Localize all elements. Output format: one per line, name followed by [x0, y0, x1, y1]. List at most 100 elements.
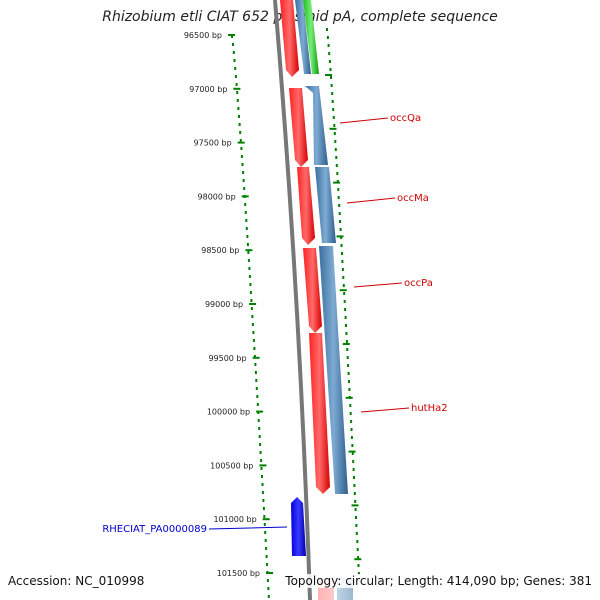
ruler-dot — [263, 523, 266, 526]
tick-label: 100000 bp — [207, 408, 250, 417]
tick-mark — [345, 396, 353, 399]
tick-mark — [259, 464, 267, 467]
tick-label: 96500 bp — [184, 31, 222, 40]
gene-label-leader — [360, 407, 410, 413]
ruler-dot — [331, 100, 334, 103]
ruler-dot — [251, 315, 254, 318]
ruler-dot — [242, 171, 245, 174]
ruler-dot — [239, 139, 242, 142]
gene-feature-forward[interactable] — [297, 167, 315, 245]
ruler-dot — [341, 252, 343, 255]
ruler-dot — [251, 323, 254, 326]
tick-mark — [241, 195, 249, 198]
ruler-dot — [255, 387, 258, 390]
ruler-dot — [252, 339, 255, 342]
ruler-dot — [241, 163, 244, 166]
gene-label-leader — [353, 282, 403, 288]
gene-feature-reverse[interactable] — [295, 0, 311, 74]
ruler-dot — [355, 532, 358, 535]
tick-mark — [249, 303, 257, 305]
ruler-dot — [327, 44, 330, 47]
ruler-dot — [244, 211, 247, 214]
ruler-dot — [332, 116, 335, 119]
ruler-dot — [336, 172, 339, 175]
ruler-dot — [265, 547, 268, 550]
gene-feature-forward[interactable] — [289, 88, 308, 167]
ruler-dot — [330, 84, 333, 87]
ruler-dot — [339, 220, 342, 223]
tick-mark — [339, 289, 347, 292]
ruler-dot — [260, 467, 263, 470]
ruler-dot — [357, 556, 360, 559]
ruler-dot — [254, 363, 257, 366]
ruler-dot — [356, 540, 359, 543]
ruler-dot — [252, 331, 255, 334]
gene-label[interactable]: occPa — [404, 278, 433, 289]
ruler-dot — [240, 147, 243, 150]
gene-label[interactable]: hutHa2 — [411, 403, 448, 414]
ruler-dot — [340, 236, 343, 239]
ruler-dot — [357, 572, 360, 575]
tick-mark — [325, 74, 332, 76]
tick-mark — [342, 343, 350, 345]
ruler-dot — [247, 251, 250, 254]
ruler-dot — [262, 499, 265, 502]
gene-feature-forward[interactable] — [280, 0, 299, 77]
ruler-dot — [262, 507, 265, 510]
ruler-dot — [232, 51, 235, 54]
tick-label: 99000 bp — [205, 300, 243, 309]
gene-feature-reverse[interactable] — [319, 246, 348, 494]
gene-label[interactable]: occQa — [390, 113, 421, 124]
ruler-dot — [267, 587, 270, 590]
ruler-dot — [332, 108, 335, 111]
position-ticks: 96500 bp 97000 bp 97500 bp 98000 bp 98500 bp… — [184, 31, 362, 578]
ruler-dot — [355, 524, 358, 527]
gene-feature-forward[interactable] — [309, 333, 330, 494]
ruler-dot — [341, 260, 344, 263]
ruler-dot — [347, 372, 350, 375]
ruler-dot — [250, 299, 253, 302]
ruler-dot — [344, 308, 347, 311]
ruler-dot — [259, 451, 262, 454]
gene-label[interactable]: occMa — [397, 193, 429, 204]
ruler-dot — [258, 435, 261, 438]
ruler-dot — [245, 219, 248, 222]
ruler-dot — [342, 276, 345, 279]
gene-label-leader — [208, 526, 288, 530]
ruler-dot — [344, 316, 347, 319]
ruler-dot — [261, 491, 264, 494]
ruler-dot — [242, 179, 245, 182]
ruler-dot — [264, 531, 267, 534]
ruler-dot — [260, 459, 263, 462]
ruler-dot — [235, 83, 238, 86]
ruler-dot — [333, 132, 336, 135]
tick-mark — [233, 87, 241, 90]
ruler-dot — [238, 123, 241, 126]
gene-feature-reverse[interactable] — [315, 167, 336, 243]
ruler-dot — [353, 492, 356, 495]
gene-feature-selected[interactable] — [291, 497, 306, 556]
tick-label: 97000 bp — [189, 85, 227, 94]
ruler-dot — [248, 275, 251, 278]
gene-feature-reverse[interactable] — [305, 86, 328, 165]
tick-mark — [354, 558, 362, 561]
ruler-dot — [326, 28, 328, 31]
gene-feature-forward[interactable] — [303, 248, 322, 333]
ruler-dot — [343, 300, 346, 303]
ruler-dot — [337, 188, 340, 191]
accession-text: Accession: NC_010998 — [8, 574, 145, 588]
ruler-dot — [350, 428, 353, 431]
tick-mark — [336, 235, 344, 238]
gene-feature-other[interactable] — [303, 0, 319, 74]
ruler-dot — [263, 515, 266, 518]
ruler-dot — [329, 68, 332, 71]
tick-mark — [348, 450, 356, 453]
ruler-dot — [347, 364, 350, 367]
tick-label: 97500 bp — [194, 139, 232, 148]
ruler-dot — [349, 404, 352, 407]
gene-label[interactable]: RHECIAT_PA0000089 — [102, 524, 207, 535]
ruler-dot — [354, 500, 357, 503]
ruler-dot — [357, 564, 360, 567]
ruler-dot — [351, 444, 354, 447]
ruler-dot — [348, 380, 350, 383]
